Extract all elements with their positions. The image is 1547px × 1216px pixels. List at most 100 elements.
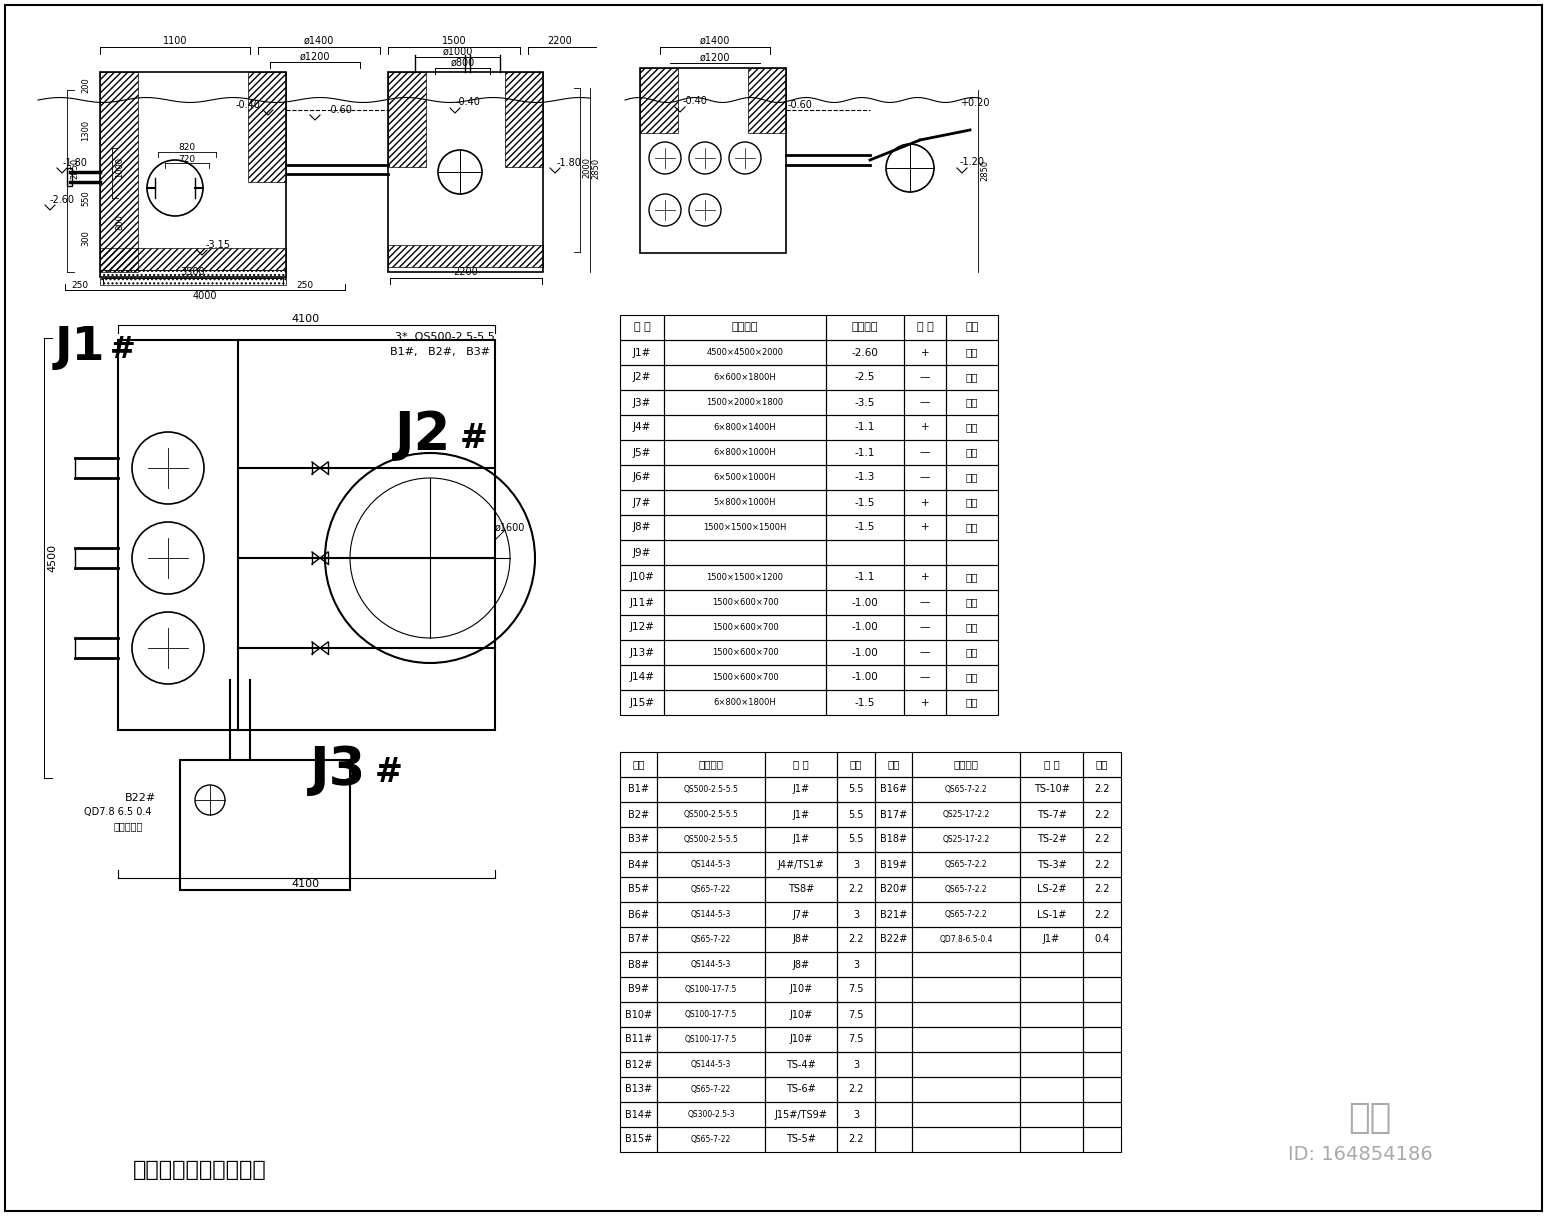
Text: B1#: B1# — [628, 784, 650, 794]
Text: 1500×1500×1500H: 1500×1500×1500H — [704, 523, 787, 533]
Text: LS-1#: LS-1# — [1036, 910, 1066, 919]
Text: 2000: 2000 — [583, 158, 591, 179]
Text: J7#: J7# — [792, 910, 809, 919]
Text: J2: J2 — [394, 409, 452, 461]
Text: 550: 550 — [82, 190, 91, 206]
Bar — [620, 565, 664, 590]
Bar — [947, 465, 998, 490]
Text: 250: 250 — [297, 281, 314, 289]
Text: B20#: B20# — [880, 884, 907, 895]
Text: -1.80: -1.80 — [557, 158, 582, 168]
Text: B6#: B6# — [628, 910, 650, 919]
Bar — [1019, 927, 1083, 952]
Text: 6×500×1000H: 6×500×1000H — [713, 473, 777, 482]
Bar — [826, 415, 903, 440]
Text: TS-4#: TS-4# — [786, 1059, 815, 1070]
Text: J1#: J1# — [792, 834, 809, 844]
Text: QS65-7-2.2: QS65-7-2.2 — [945, 786, 987, 794]
Bar — [903, 365, 947, 390]
Text: QS500-2.5-5.5: QS500-2.5-5.5 — [684, 835, 738, 844]
Text: QS100-17-7.5: QS100-17-7.5 — [685, 1035, 738, 1045]
Bar — [388, 72, 543, 272]
Text: 3: 3 — [852, 910, 859, 919]
Bar — [620, 1052, 657, 1077]
Text: +: + — [920, 348, 930, 358]
Bar — [664, 516, 826, 540]
Bar — [903, 689, 947, 715]
Bar — [1083, 827, 1122, 852]
Text: QS65-7-2.2: QS65-7-2.2 — [945, 885, 987, 894]
Bar — [913, 852, 1019, 877]
Text: B10#: B10# — [625, 1009, 653, 1019]
Text: ø1400: ø1400 — [303, 36, 334, 46]
Text: 1100: 1100 — [162, 36, 187, 46]
Bar — [1083, 1127, 1122, 1152]
Bar — [657, 952, 766, 976]
Bar — [837, 751, 876, 777]
Bar — [620, 852, 657, 877]
Text: 1500×600×700: 1500×600×700 — [712, 623, 778, 632]
Bar — [179, 760, 350, 890]
Text: 1500×600×700: 1500×600×700 — [712, 648, 778, 657]
Bar — [1019, 827, 1083, 852]
Text: 6×800×1800H: 6×800×1800H — [713, 698, 777, 706]
Text: B11#: B11# — [625, 1035, 653, 1045]
Bar — [826, 665, 903, 689]
Text: B15#: B15# — [625, 1135, 653, 1144]
Text: QS144-5-3: QS144-5-3 — [692, 910, 732, 919]
Text: B2#: B2# — [628, 810, 650, 820]
Text: —: — — [920, 473, 930, 483]
Bar — [620, 490, 664, 516]
Text: TS-2#: TS-2# — [1036, 834, 1066, 844]
Bar — [837, 976, 876, 1002]
Text: J2#: J2# — [633, 372, 651, 383]
Text: B19#: B19# — [880, 860, 907, 869]
Text: QS65-7-22: QS65-7-22 — [692, 935, 732, 944]
Text: 3*  QS500-2.5-5.5: 3* QS500-2.5-5.5 — [394, 332, 495, 342]
Text: 位 置: 位 置 — [794, 760, 809, 770]
Text: B5#: B5# — [628, 884, 650, 895]
Bar — [1019, 1002, 1083, 1028]
Text: 1500×2000×1800: 1500×2000×1800 — [707, 398, 784, 407]
Text: 2850: 2850 — [981, 159, 990, 180]
Bar — [657, 1102, 766, 1127]
Bar — [947, 516, 998, 540]
Bar — [826, 365, 903, 390]
Text: 泵室: 泵室 — [965, 447, 978, 457]
Bar — [664, 415, 826, 440]
Text: 泵室: 泵室 — [965, 348, 978, 358]
Bar — [657, 1052, 766, 1077]
Bar — [876, 1077, 913, 1102]
Text: 1000: 1000 — [116, 158, 124, 179]
Bar — [947, 540, 998, 565]
Text: -1.20: -1.20 — [959, 157, 984, 167]
Bar — [620, 390, 664, 415]
Text: J15#: J15# — [630, 698, 654, 708]
Bar — [1019, 1028, 1083, 1052]
Bar — [1019, 803, 1083, 827]
Bar — [913, 902, 1019, 927]
Bar — [67, 168, 73, 186]
Bar — [657, 751, 766, 777]
Text: 6×800×1400H: 6×800×1400H — [713, 423, 777, 432]
Bar — [876, 803, 913, 827]
Bar — [1083, 877, 1122, 902]
Text: -0.40: -0.40 — [682, 96, 707, 106]
Text: QS65-7-2.2: QS65-7-2.2 — [945, 860, 987, 869]
Text: B14#: B14# — [625, 1109, 653, 1120]
Text: J1#: J1# — [1043, 935, 1060, 945]
Text: ø800: ø800 — [450, 58, 475, 68]
Bar — [1019, 902, 1083, 927]
Bar — [903, 665, 947, 689]
Text: 4500×4500×2000: 4500×4500×2000 — [707, 348, 783, 358]
Text: 泵室: 泵室 — [965, 672, 978, 682]
Text: 2.2: 2.2 — [1094, 784, 1109, 794]
Text: 2.2: 2.2 — [1094, 810, 1109, 820]
Bar — [664, 365, 826, 390]
Text: 4100: 4100 — [292, 879, 320, 889]
Text: QD7.8-6.5-0.4: QD7.8-6.5-0.4 — [939, 935, 993, 944]
Text: 2200: 2200 — [453, 268, 478, 277]
Text: B12#: B12# — [625, 1059, 653, 1070]
Text: —: — — [920, 672, 930, 682]
Bar — [664, 689, 826, 715]
